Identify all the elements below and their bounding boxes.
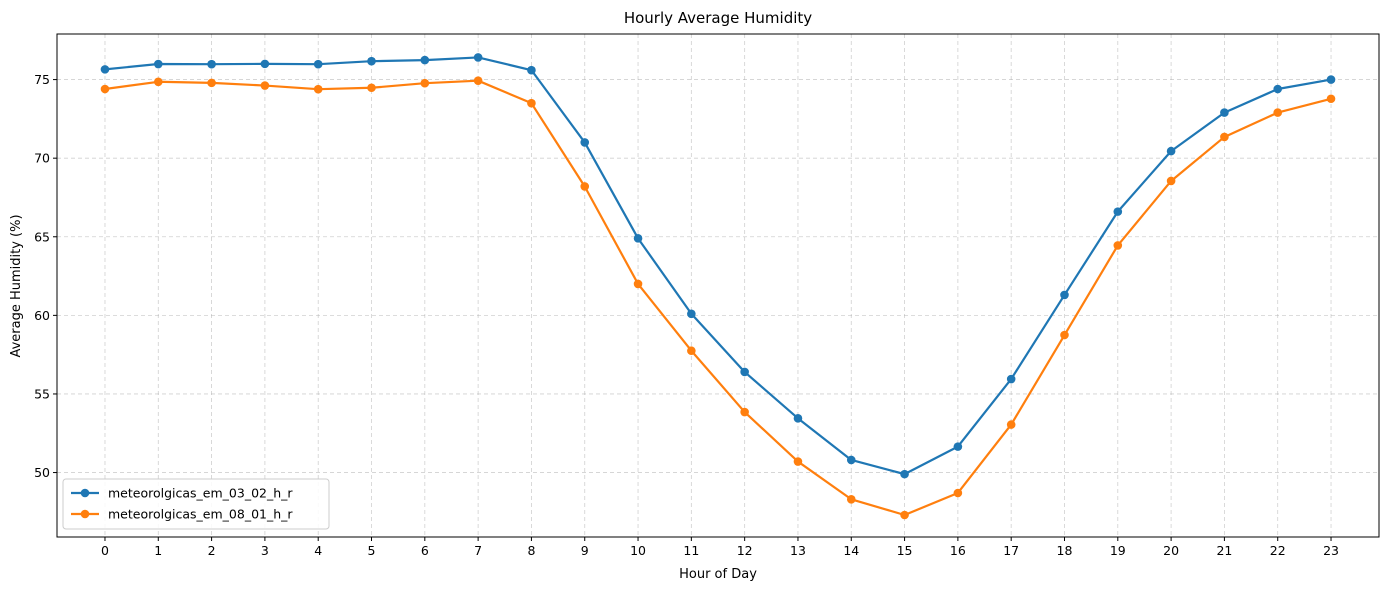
series-line-1 [104,56,1332,476]
x-tick-label: 20 [1163,543,1179,558]
data-point-2 [1326,94,1336,104]
data-point-1 [953,442,963,451]
legend-label-2: meteorolgicas_em_08_01_h_r [108,507,293,522]
legend-box [62,478,330,530]
data-point-2 [420,78,430,88]
x-axis: 0 1 2 3 4 5 6 7 8 9 10 11 12 13 14 15 16 17 18 19 20 21 22 23 [101,537,1339,558]
y-axis: 50 55 60 65 70 75 [34,72,57,480]
x-tick-label: 14 [843,543,859,558]
data-point-1 [633,234,643,243]
y-tick-label: 75 [34,72,50,87]
x-tick-label: 11 [683,543,699,558]
data-point-2 [687,346,696,356]
y-tick-label: 65 [34,229,50,244]
y-axis-label: Average Humidity (%) [9,214,24,357]
data-point-1 [100,65,110,74]
x-tick-label: 12 [737,543,753,558]
data-point-2 [260,81,270,90]
data-point-1 [687,309,696,319]
legend-marker-1 [80,488,90,498]
data-point-1 [1006,374,1016,384]
data-point-1 [527,65,536,75]
data-point-2 [793,457,803,466]
y-tick-label: 70 [34,151,50,166]
data-point-2 [313,84,323,94]
legend-label-1: meteorolgicas_em_03_02_h_r [108,486,293,501]
y-tick-label: 50 [34,465,50,480]
data-point-1 [900,469,909,479]
data-point-2 [1220,132,1229,142]
data-point-2 [1166,176,1176,186]
x-tick-label: 16 [950,543,966,558]
data-point-1 [313,59,323,69]
x-tick-label: 23 [1323,543,1339,558]
data-point-2 [633,279,643,289]
x-tick-label: 6 [421,543,429,558]
data-point-2 [153,77,163,87]
legend-marker-2 [80,509,90,519]
data-point-1 [846,455,856,465]
data-point-2 [1273,108,1283,117]
grid [57,34,1379,537]
data-point-2 [1113,241,1123,250]
y-tick-label: 60 [34,308,50,323]
data-point-2 [1060,330,1069,340]
y-tick-label: 55 [34,386,50,401]
x-tick-label: 21 [1216,543,1232,558]
data-point-1 [1113,207,1123,216]
data-point-1 [473,53,483,62]
x-tick-label: 17 [1003,543,1019,558]
data-point-1 [1166,146,1176,156]
data-point-1 [207,59,216,69]
x-tick-label: 22 [1270,543,1286,558]
series-layer [100,53,1336,520]
data-point-1 [260,59,270,69]
data-point-1 [1060,290,1069,300]
x-tick-label: 3 [261,543,269,558]
data-point-2 [580,182,590,191]
data-point-2 [740,407,749,417]
data-point-1 [367,56,376,66]
data-point-2 [367,83,376,93]
data-point-1 [153,59,163,69]
data-point-1 [420,55,430,65]
data-point-2 [846,494,856,504]
data-point-1 [1273,84,1283,94]
x-tick-label: 7 [474,543,482,558]
chart-title: Hourly Average Humidity [624,9,812,27]
data-point-2 [207,78,216,88]
data-point-1 [580,138,590,147]
x-tick-label: 18 [1057,543,1073,558]
x-tick-label: 13 [790,543,806,558]
series-line-2 [104,79,1332,517]
data-point-2 [1006,420,1016,429]
x-tick-label: 9 [581,543,589,558]
x-tick-label: 0 [101,543,109,558]
x-tick-label: 8 [527,543,535,558]
data-point-2 [527,98,536,108]
x-tick-label: 5 [368,543,376,558]
x-tick-label: 4 [314,543,322,558]
data-point-1 [740,367,749,377]
data-point-2 [953,488,963,498]
data-point-1 [1326,75,1336,84]
data-point-2 [100,84,110,94]
x-tick-label: 19 [1110,543,1126,558]
x-tick-label: 1 [154,543,162,558]
data-point-2 [900,510,909,520]
x-tick-label: 10 [630,543,646,558]
data-point-1 [793,414,803,423]
x-tick-label: 15 [897,543,913,558]
x-tick-label: 2 [208,543,216,558]
legend: meteorolgicas_em_03_02_h_r meteorolgicas_… [62,478,330,530]
x-axis-label: Hour of Day [679,567,757,582]
data-point-1 [1220,108,1229,117]
plot-frame [56,33,1380,538]
data-point-2 [473,76,483,85]
